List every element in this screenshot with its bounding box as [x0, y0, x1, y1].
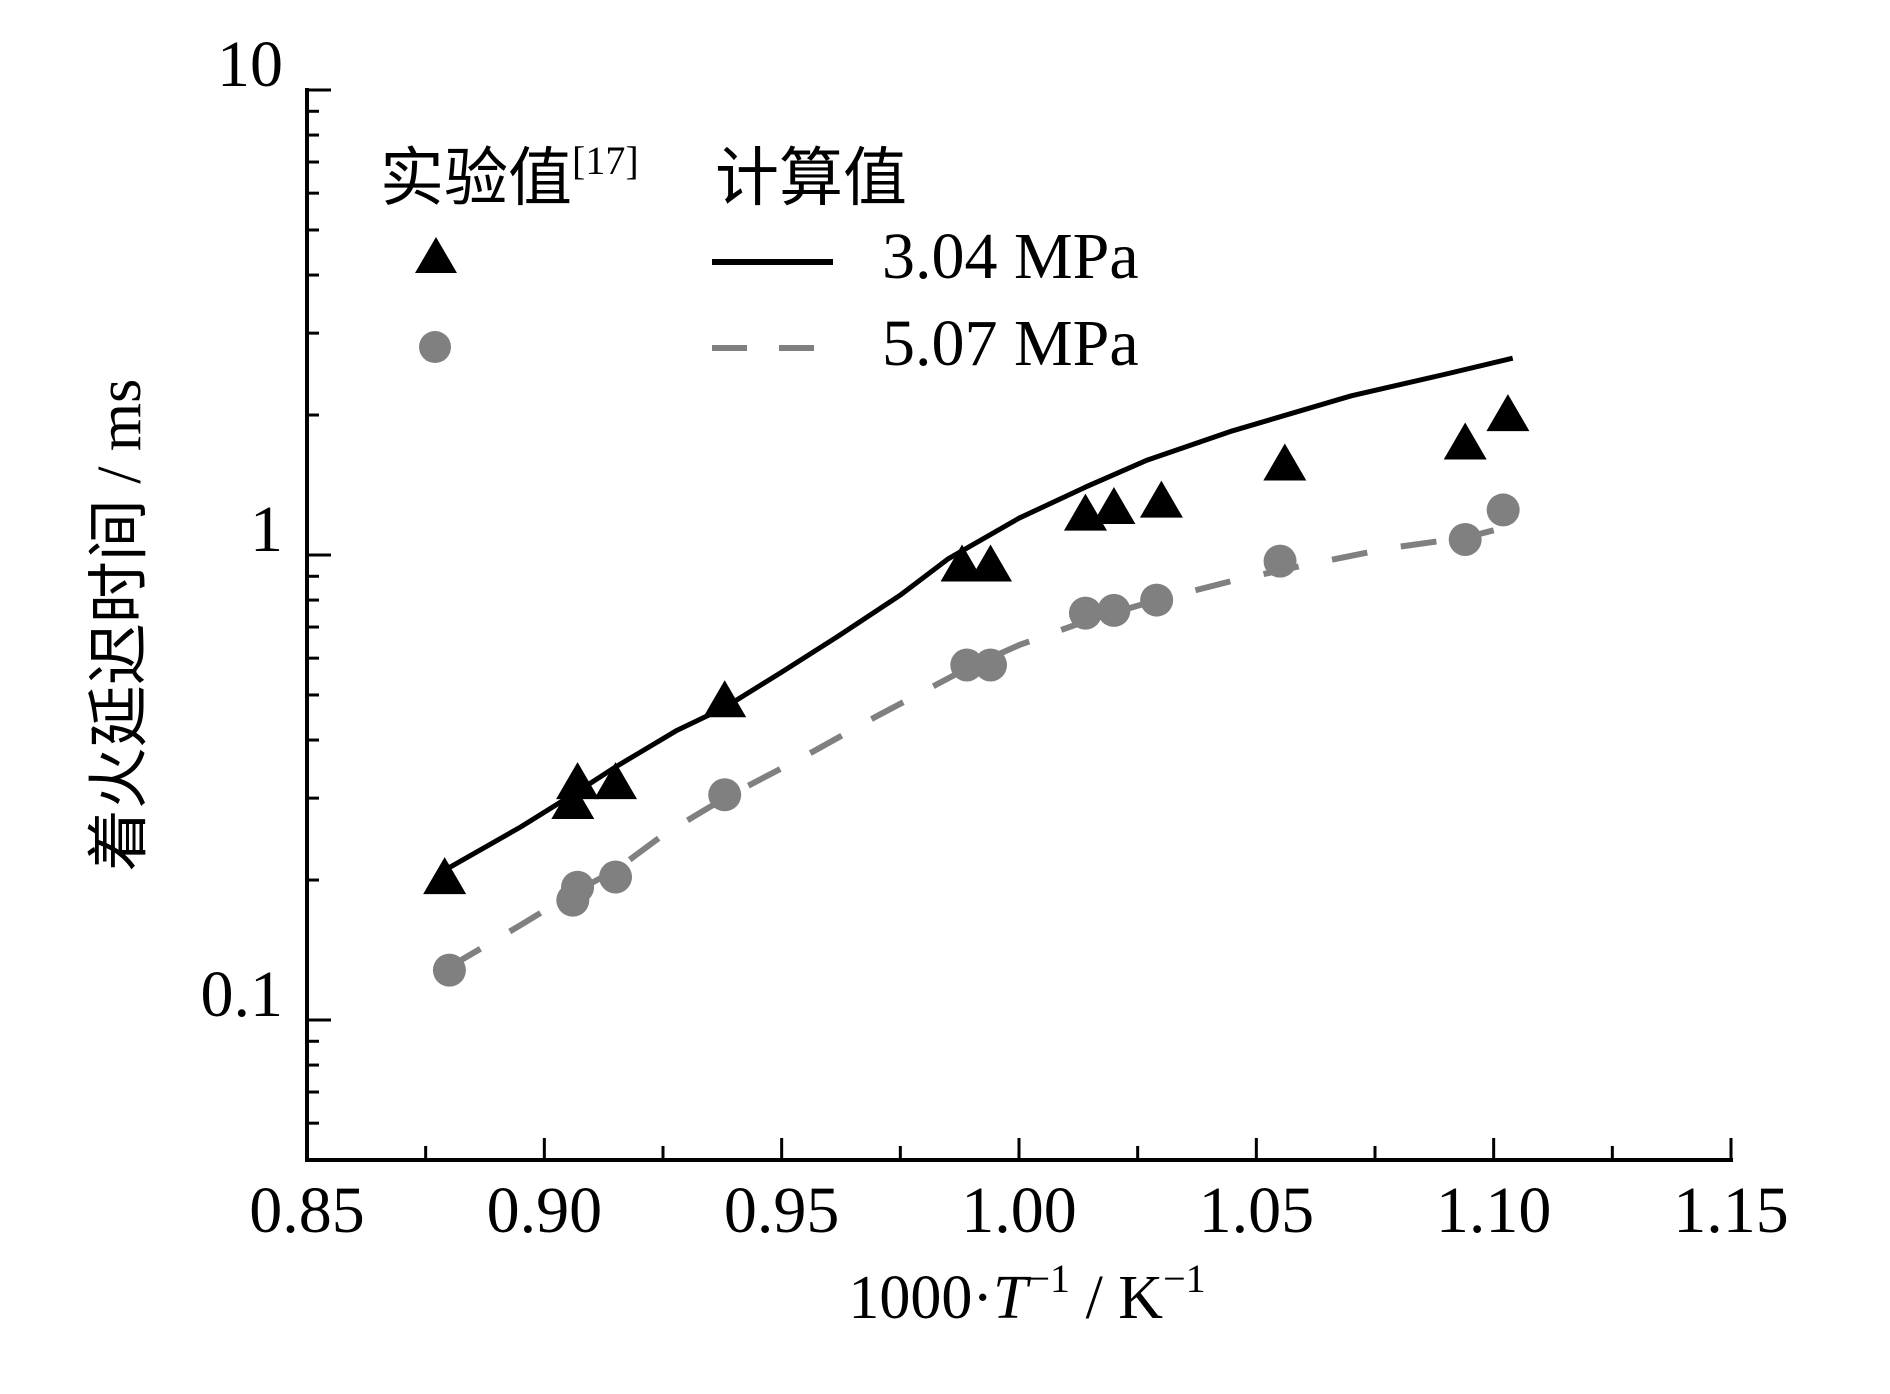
- legend: 实验值[17] 计算值 3.04 MPa 5.07 MPa: [380, 138, 1139, 380]
- x-axis-title-var: T: [993, 1264, 1032, 1332]
- y-ticks: 0.1 1 10: [201, 28, 331, 1125]
- legend-exp-ref: [17]: [572, 138, 639, 183]
- circle-point: [1068, 596, 1102, 630]
- triangle-point: [1139, 480, 1183, 518]
- circle-point: [974, 648, 1008, 682]
- circle-point: [950, 648, 984, 682]
- legend-circle-marker: [419, 331, 451, 363]
- x-tick-label: 1.10: [1436, 1174, 1552, 1247]
- x-tick-label: 0.95: [724, 1174, 840, 1247]
- triangle-point: [551, 782, 595, 820]
- x-axis-title-exp1: −1: [1028, 1256, 1071, 1301]
- y-tick-label: 1: [250, 493, 283, 566]
- circle-point: [1486, 493, 1520, 527]
- calc-line-507: [447, 527, 1495, 970]
- triangle-point: [940, 544, 984, 582]
- x-axis-title: 1000·T−1 / K−1: [848, 1256, 1205, 1332]
- triangle-point: [1486, 394, 1530, 432]
- circle-point: [561, 870, 595, 904]
- calculated-curves: [443, 355, 1514, 970]
- x-axis-title-exp2: −1: [1163, 1256, 1206, 1301]
- legend-entry-3-04: 3.04 MPa: [882, 220, 1139, 293]
- circle-point: [1140, 583, 1174, 617]
- triangle-point: [1092, 486, 1136, 524]
- circle-point: [599, 860, 633, 894]
- circle-point: [432, 953, 466, 987]
- triangle-point: [594, 762, 638, 800]
- legend-exp-header-text: 实验值: [380, 143, 572, 214]
- legend-entry-5-07: 5.07 MPa: [882, 307, 1139, 380]
- triangle-point: [1263, 443, 1307, 481]
- y-tick-label: 10: [217, 28, 283, 101]
- x-tick-label: 1.00: [961, 1174, 1077, 1247]
- y-tick-label: 0.1: [201, 958, 284, 1031]
- legend-triangle-marker: [415, 237, 457, 273]
- calc-line-304: [443, 355, 1514, 873]
- circle-point: [708, 778, 742, 812]
- x-tick-label: 0.85: [249, 1174, 365, 1247]
- x-tick-label: 1.15: [1673, 1174, 1789, 1247]
- experimental-markers: [423, 394, 1530, 987]
- x-ticks: 0.85 0.90 0.95 1.00 1.05 1.10 1.15: [249, 1137, 1789, 1247]
- x-axis-title-unit: / K: [1070, 1264, 1163, 1332]
- legend-calc-header: 计算值: [715, 143, 907, 214]
- axes: 0.85 0.90 0.95 1.00 1.05 1.10 1.15 0.1 1 10: [201, 28, 1789, 1247]
- triangle-point: [969, 544, 1013, 582]
- triangle-point: [423, 857, 467, 895]
- legend-exp-header: 实验值[17]: [380, 138, 639, 214]
- circle-point: [1097, 593, 1131, 627]
- y-axis-title: 着火延迟时间 / ms: [86, 379, 154, 872]
- triangle-point: [556, 762, 600, 800]
- x-tick-label: 1.05: [1199, 1174, 1315, 1247]
- circle-point: [1263, 544, 1297, 578]
- triangle-point: [703, 680, 747, 718]
- circle-point: [1448, 522, 1482, 556]
- x-tick-label: 0.90: [487, 1174, 603, 1247]
- x-axis-title-base: 1000·: [848, 1264, 993, 1332]
- triangle-point: [1443, 422, 1487, 460]
